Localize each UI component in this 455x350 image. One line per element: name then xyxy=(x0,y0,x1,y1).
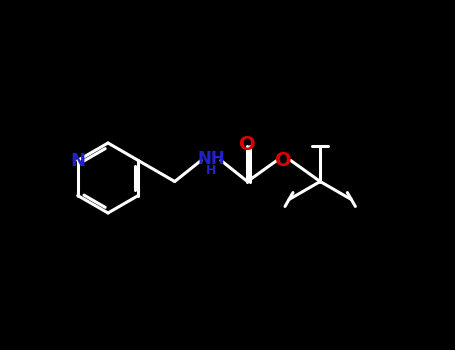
Text: O: O xyxy=(275,151,292,170)
Text: N: N xyxy=(70,152,85,169)
Text: O: O xyxy=(239,135,256,154)
Text: H: H xyxy=(206,164,216,177)
Text: NH: NH xyxy=(197,150,225,168)
